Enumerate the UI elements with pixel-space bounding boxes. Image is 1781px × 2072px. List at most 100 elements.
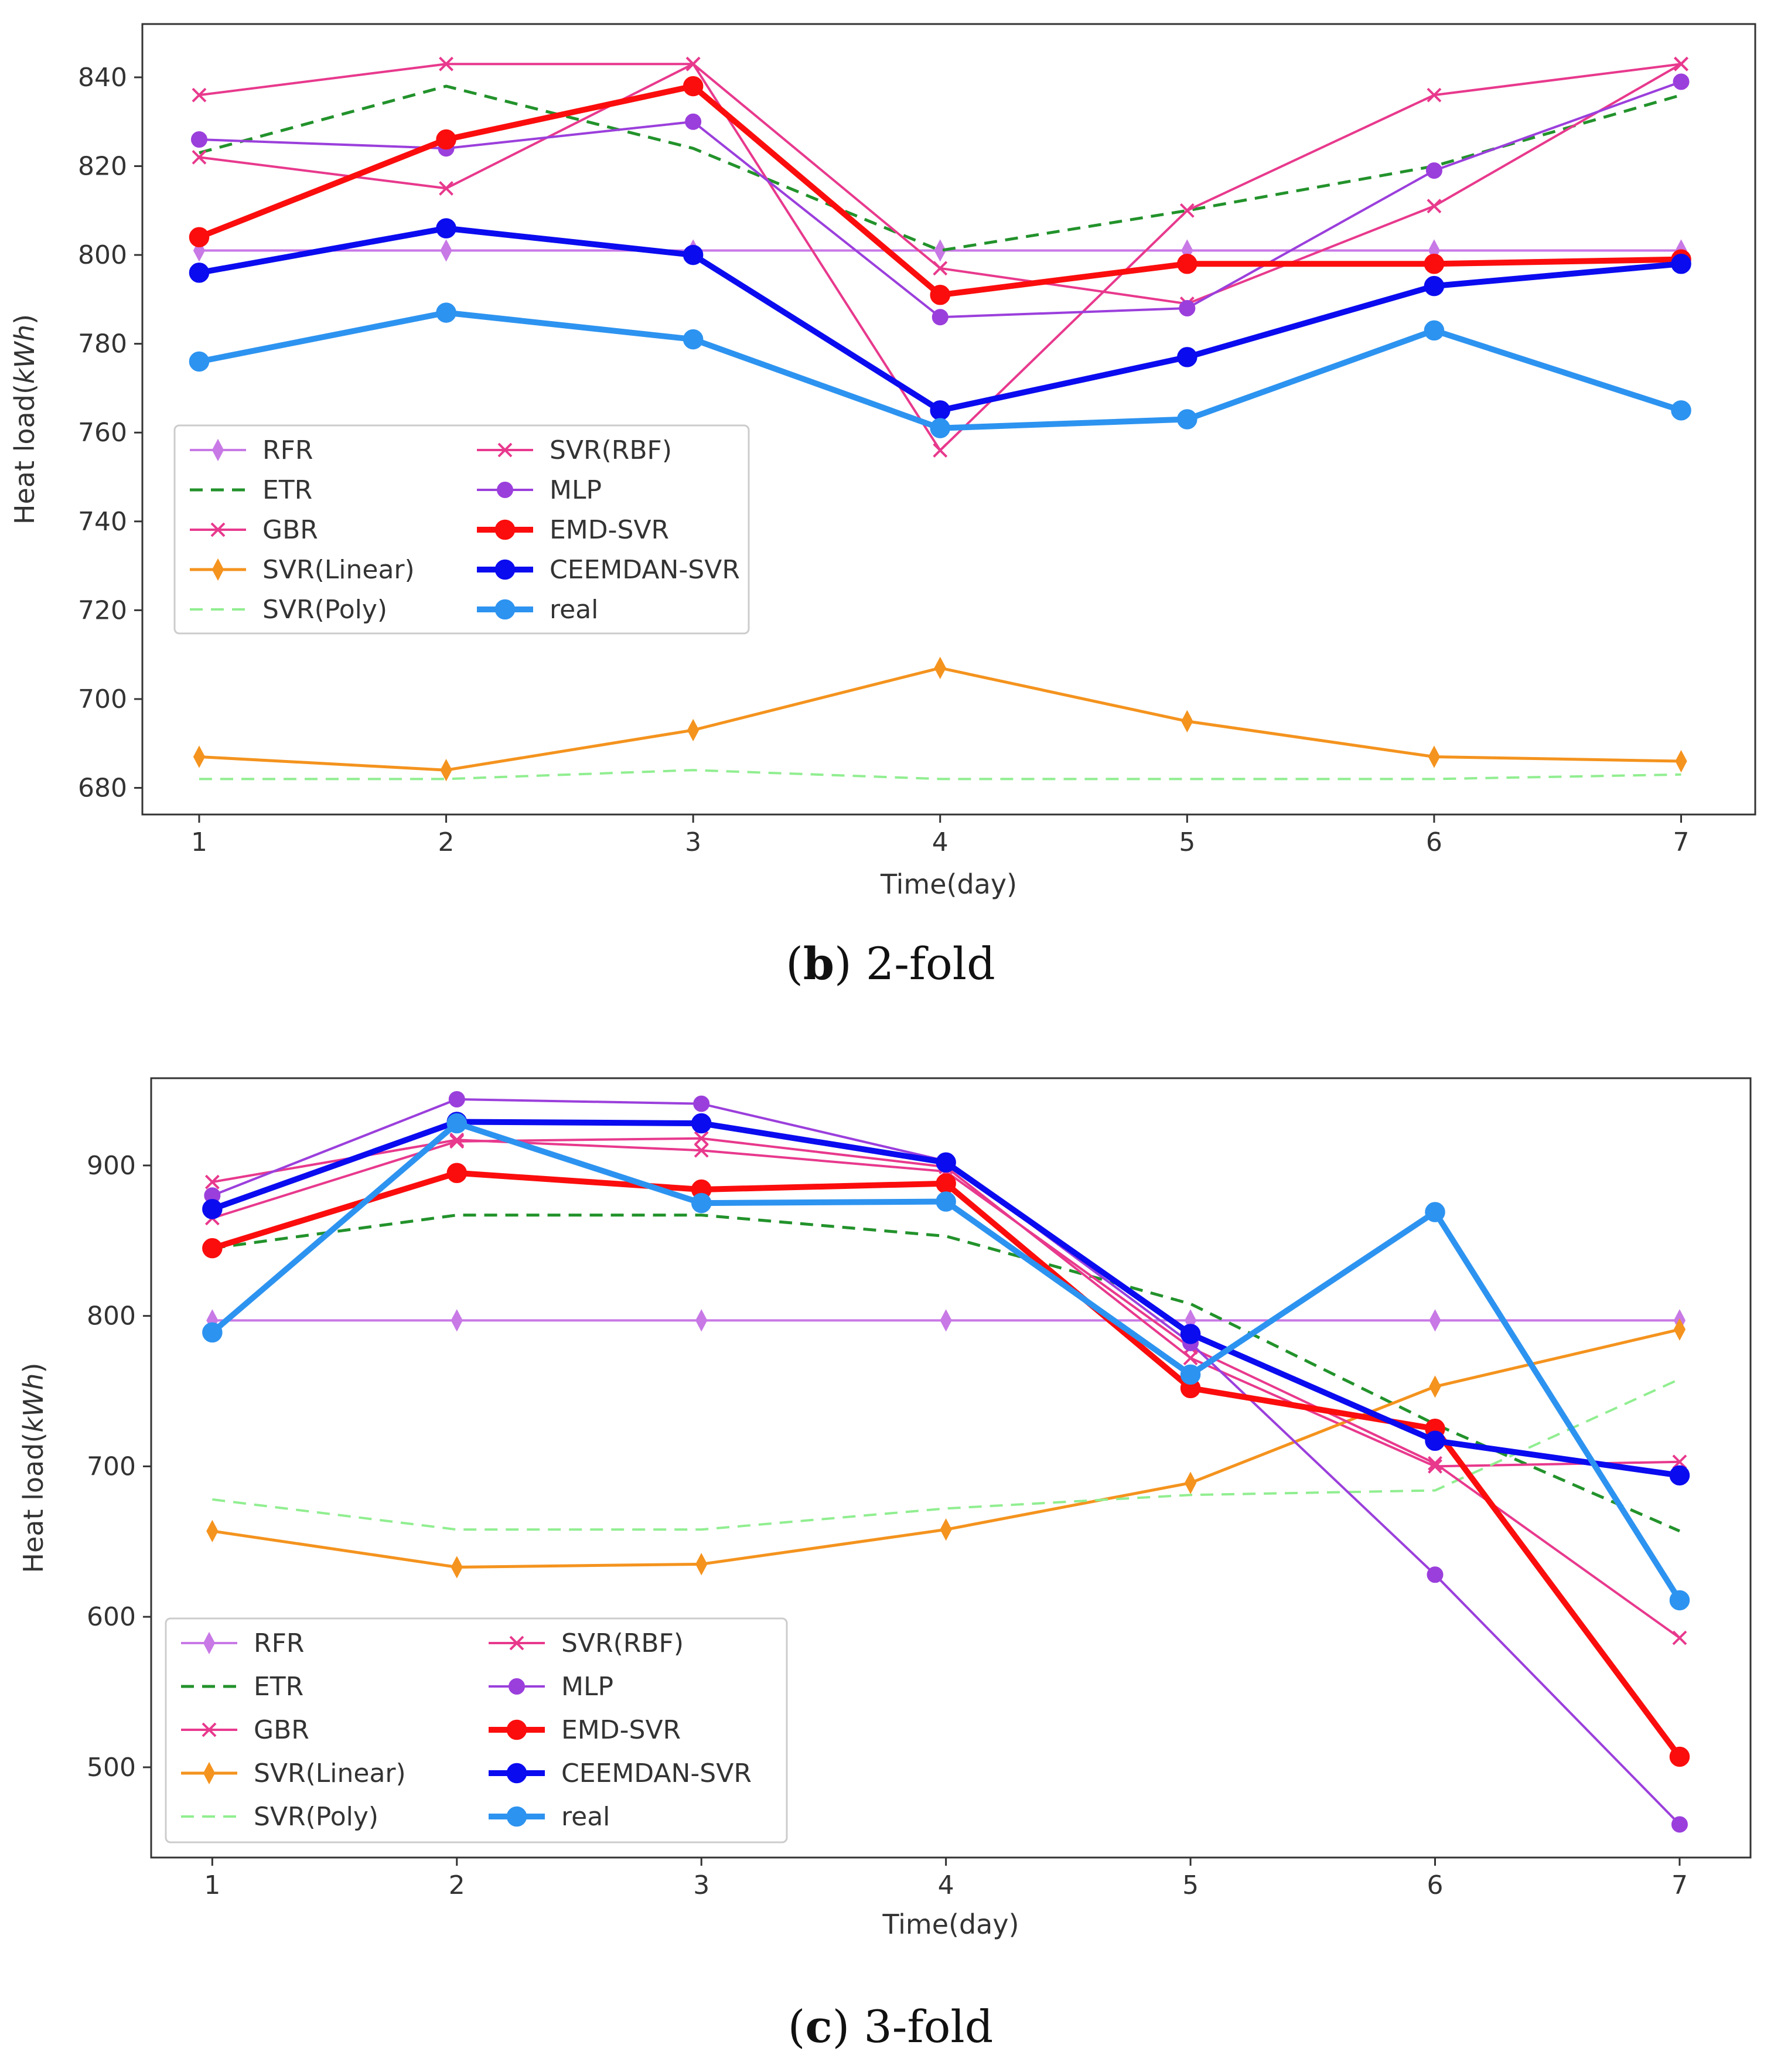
data-point [436, 129, 456, 150]
data-point [1177, 253, 1197, 274]
data-point [446, 1113, 468, 1134]
y-tick-label: 680 [78, 773, 127, 803]
data-point [934, 239, 946, 262]
legend-label: MLP [550, 475, 602, 505]
data-point [1183, 1351, 1198, 1365]
x-tick-label: 1 [204, 1870, 220, 1900]
series-line [212, 1378, 1680, 1531]
legend-label: EMD-SVR [561, 1715, 681, 1745]
data-point [1184, 1471, 1197, 1494]
data-point [1179, 203, 1195, 218]
legend-swatch-marker [210, 522, 226, 537]
legend-item-mlp: MLP [477, 475, 602, 505]
legend-item-ceemdan-svr: CEEMDAN-SVR [477, 555, 740, 585]
caption-2-fold: (b) 2-fold [0, 938, 1781, 990]
data-point [1429, 1309, 1441, 1332]
data-point [202, 1322, 223, 1343]
legend-item-etr: ETR [181, 1672, 303, 1702]
data-point [685, 113, 702, 130]
caption-open-paren: ( [787, 2001, 806, 2053]
caption-letter: c [805, 2001, 833, 2053]
data-point [1671, 400, 1691, 421]
y-tick-label: 700 [78, 684, 127, 714]
data-point [189, 227, 210, 248]
data-point [446, 1163, 468, 1184]
legend-swatch-marker [497, 442, 513, 458]
legend-item-gbr: GBR [181, 1715, 309, 1745]
y-tick-label: 840 [78, 63, 127, 93]
legend-label: CEEMDAN-SVR [561, 1759, 752, 1788]
legend-label: SVR(Linear) [254, 1759, 406, 1788]
data-point [936, 1191, 956, 1212]
data-point [451, 1556, 463, 1579]
legend-label: SVR(RBF) [561, 1628, 684, 1658]
y-axis-label-prefix: Heat load( [9, 384, 40, 524]
data-point [451, 1309, 463, 1332]
legend-swatch-marker [506, 1763, 527, 1784]
data-point [1427, 1566, 1444, 1583]
y-tick-label: 800 [78, 240, 127, 270]
y-tick-label: 820 [78, 152, 127, 182]
data-point [936, 1173, 956, 1194]
data-point [694, 1131, 709, 1146]
legend-item-emd-svr: EMD-SVR [477, 515, 669, 545]
data-point [1179, 300, 1196, 317]
y-axis-label-unit: kWh [18, 1373, 49, 1432]
data-point [1671, 1816, 1688, 1833]
x-tick-label: 7 [1671, 1870, 1688, 1900]
legend-item-rfr: RFR [181, 1628, 304, 1658]
legend-swatch-marker [509, 1635, 524, 1651]
x-tick-label: 7 [1673, 827, 1690, 857]
data-point [1672, 1454, 1687, 1470]
data-point [1424, 320, 1445, 341]
y-tick-label: 760 [78, 418, 127, 448]
y-axis-label-unit: kWh [9, 325, 40, 384]
data-point [436, 218, 456, 238]
data-point [691, 1192, 712, 1214]
series-svr-poly [212, 1378, 1680, 1531]
data-point [449, 1132, 465, 1147]
legend-label: RFR [254, 1628, 304, 1658]
x-tick-label: 5 [1182, 1870, 1199, 1900]
legend-box [173, 424, 750, 635]
data-point [1669, 1465, 1690, 1486]
legend-label: real [550, 595, 598, 625]
legend-item-svr-poly: SVR(Poly) [181, 1802, 378, 1832]
x-axis-label: Time(day) [880, 868, 1017, 900]
data-point [1428, 745, 1441, 768]
legend-item-etr: ETR [190, 475, 312, 505]
y-axis-label-suffix: ) [18, 1362, 49, 1373]
caption-letter: b [803, 938, 835, 990]
legend-swatch-marker [211, 558, 224, 581]
legend-label: ETR [254, 1672, 303, 1702]
series-real [202, 1113, 1690, 1611]
legend-swatch-marker [506, 1806, 527, 1827]
data-point [930, 285, 950, 305]
legend-item-svr-linear: SVR(Linear) [181, 1759, 406, 1788]
x-tick-label: 4 [938, 1870, 954, 1900]
x-tick-label: 5 [1179, 827, 1195, 857]
caption-open-paren: ( [786, 938, 803, 990]
data-point [189, 351, 210, 372]
data-point [448, 1090, 465, 1107]
y-axis-label: Heat load(kWh) [18, 1362, 49, 1573]
legend-label: ETR [262, 475, 312, 505]
legend-label: SVR(RBF) [550, 435, 672, 465]
legend-item-gbr: GBR [190, 515, 318, 545]
legend-item-real: real [477, 595, 598, 625]
data-point [192, 149, 207, 165]
series-svr-rbf [192, 56, 1688, 458]
y-tick-label: 800 [87, 1301, 136, 1331]
data-point [1180, 1364, 1201, 1385]
data-point [206, 1519, 219, 1542]
data-point [683, 244, 704, 265]
series-ceemdan-svr [189, 218, 1691, 421]
data-point [1673, 1318, 1686, 1341]
chart-2-fold: 1 2 3 4 5 6 7 680 700 720 740 760 780 800 820 840 Time(d… [9, 23, 1756, 900]
y-tick-label: 600 [87, 1602, 136, 1632]
data-point [691, 1113, 712, 1134]
legend-label: real [561, 1802, 610, 1832]
x-tick-label: 6 [1427, 1870, 1444, 1900]
data-point [683, 329, 704, 350]
y-tick-label: 900 [87, 1151, 136, 1181]
